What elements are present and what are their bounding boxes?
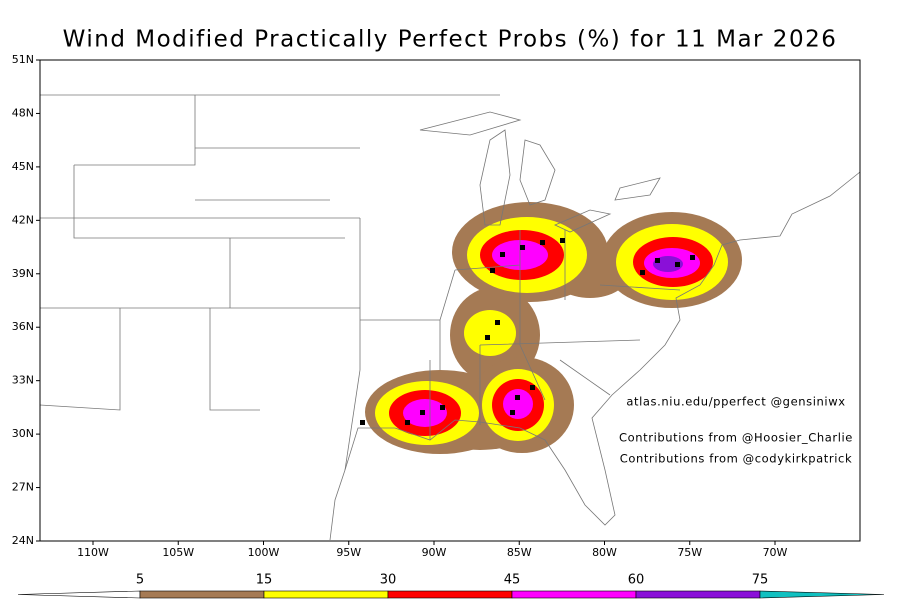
- report: [640, 270, 645, 275]
- latitude-label: 36N: [12, 320, 34, 333]
- report: [510, 410, 515, 415]
- report: [490, 268, 495, 273]
- probability-area: [503, 389, 533, 419]
- longitude-label: 105W: [162, 546, 194, 559]
- longitude-label: 80W: [592, 546, 617, 559]
- probability-area: [464, 310, 516, 356]
- coastline: [329, 171, 861, 541]
- report: [530, 385, 535, 390]
- latitude-label: 33N: [12, 374, 34, 387]
- report: [520, 245, 525, 250]
- colorbar-label: 30: [380, 573, 397, 588]
- longitude-label: 85W: [507, 546, 532, 559]
- latitude-label: 30N: [12, 427, 34, 440]
- longitude-label: 95W: [336, 546, 361, 559]
- colorbar-label: 75: [752, 573, 769, 588]
- report: [500, 252, 505, 257]
- credit: atlas.niu.edu/pperfect @gensiniwx: [626, 395, 845, 409]
- colorbar-segment: [511, 590, 637, 599]
- latitude-labels: 51N 48N 45N 42N 39N 36N 33N 30N 27N 24N: [12, 53, 40, 547]
- report: [690, 255, 695, 260]
- lakes: [419, 111, 661, 233]
- colorbar-segment: [635, 590, 761, 599]
- credit: Contributions from @Hoosier_Charlie: [619, 431, 853, 445]
- report: [655, 258, 660, 263]
- longitude-label: 110W: [77, 546, 109, 559]
- credit: Contributions from @codykirkpatrick: [620, 452, 852, 466]
- latitude-label: 48N: [12, 106, 34, 119]
- report: [560, 238, 565, 243]
- report: [540, 240, 545, 245]
- colorbar-segment: [387, 590, 513, 599]
- colorbar: 5 15 30 45 60 75: [17, 573, 885, 599]
- latitude-label: 42N: [12, 213, 34, 226]
- latitude-label: 39N: [12, 267, 34, 280]
- latitude-label: 45N: [12, 160, 34, 173]
- geography: [39, 94, 861, 541]
- report: [485, 335, 490, 340]
- latitude-label: 51N: [12, 53, 34, 66]
- map-title: Wind Modified Practically Perfect Probs …: [63, 27, 838, 53]
- report: [360, 420, 365, 425]
- probability-area: [653, 256, 683, 272]
- colorbar-segment: [263, 590, 389, 599]
- map-background: [40, 60, 860, 541]
- longitude-label: 75W: [677, 546, 702, 559]
- colorbar-low: [17, 590, 141, 599]
- report: [405, 420, 410, 425]
- longitude-label: 100W: [248, 546, 280, 559]
- colorbar-high: [759, 590, 885, 599]
- report: [420, 410, 425, 415]
- storm-reports: [360, 238, 695, 425]
- colorbar-segment: [139, 590, 265, 599]
- border: [39, 94, 681, 471]
- report: [495, 320, 500, 325]
- longitude-label: 70W: [763, 546, 788, 559]
- report: [515, 395, 520, 400]
- latitude-label: 24N: [12, 534, 34, 547]
- colorbar-label: 15: [256, 573, 273, 588]
- report: [440, 405, 445, 410]
- latitude-label: 27N: [12, 481, 34, 494]
- map-frame: [39, 59, 861, 542]
- longitude-label: 90W: [422, 546, 447, 559]
- colorbar-label: 45: [504, 573, 521, 588]
- colorbar-label: 60: [628, 573, 645, 588]
- longitude-labels: 110W 105W 100W 95W 90W 85W 80W 75W 70W: [77, 541, 788, 559]
- colorbar-label: 5: [136, 573, 144, 588]
- report: [675, 262, 680, 267]
